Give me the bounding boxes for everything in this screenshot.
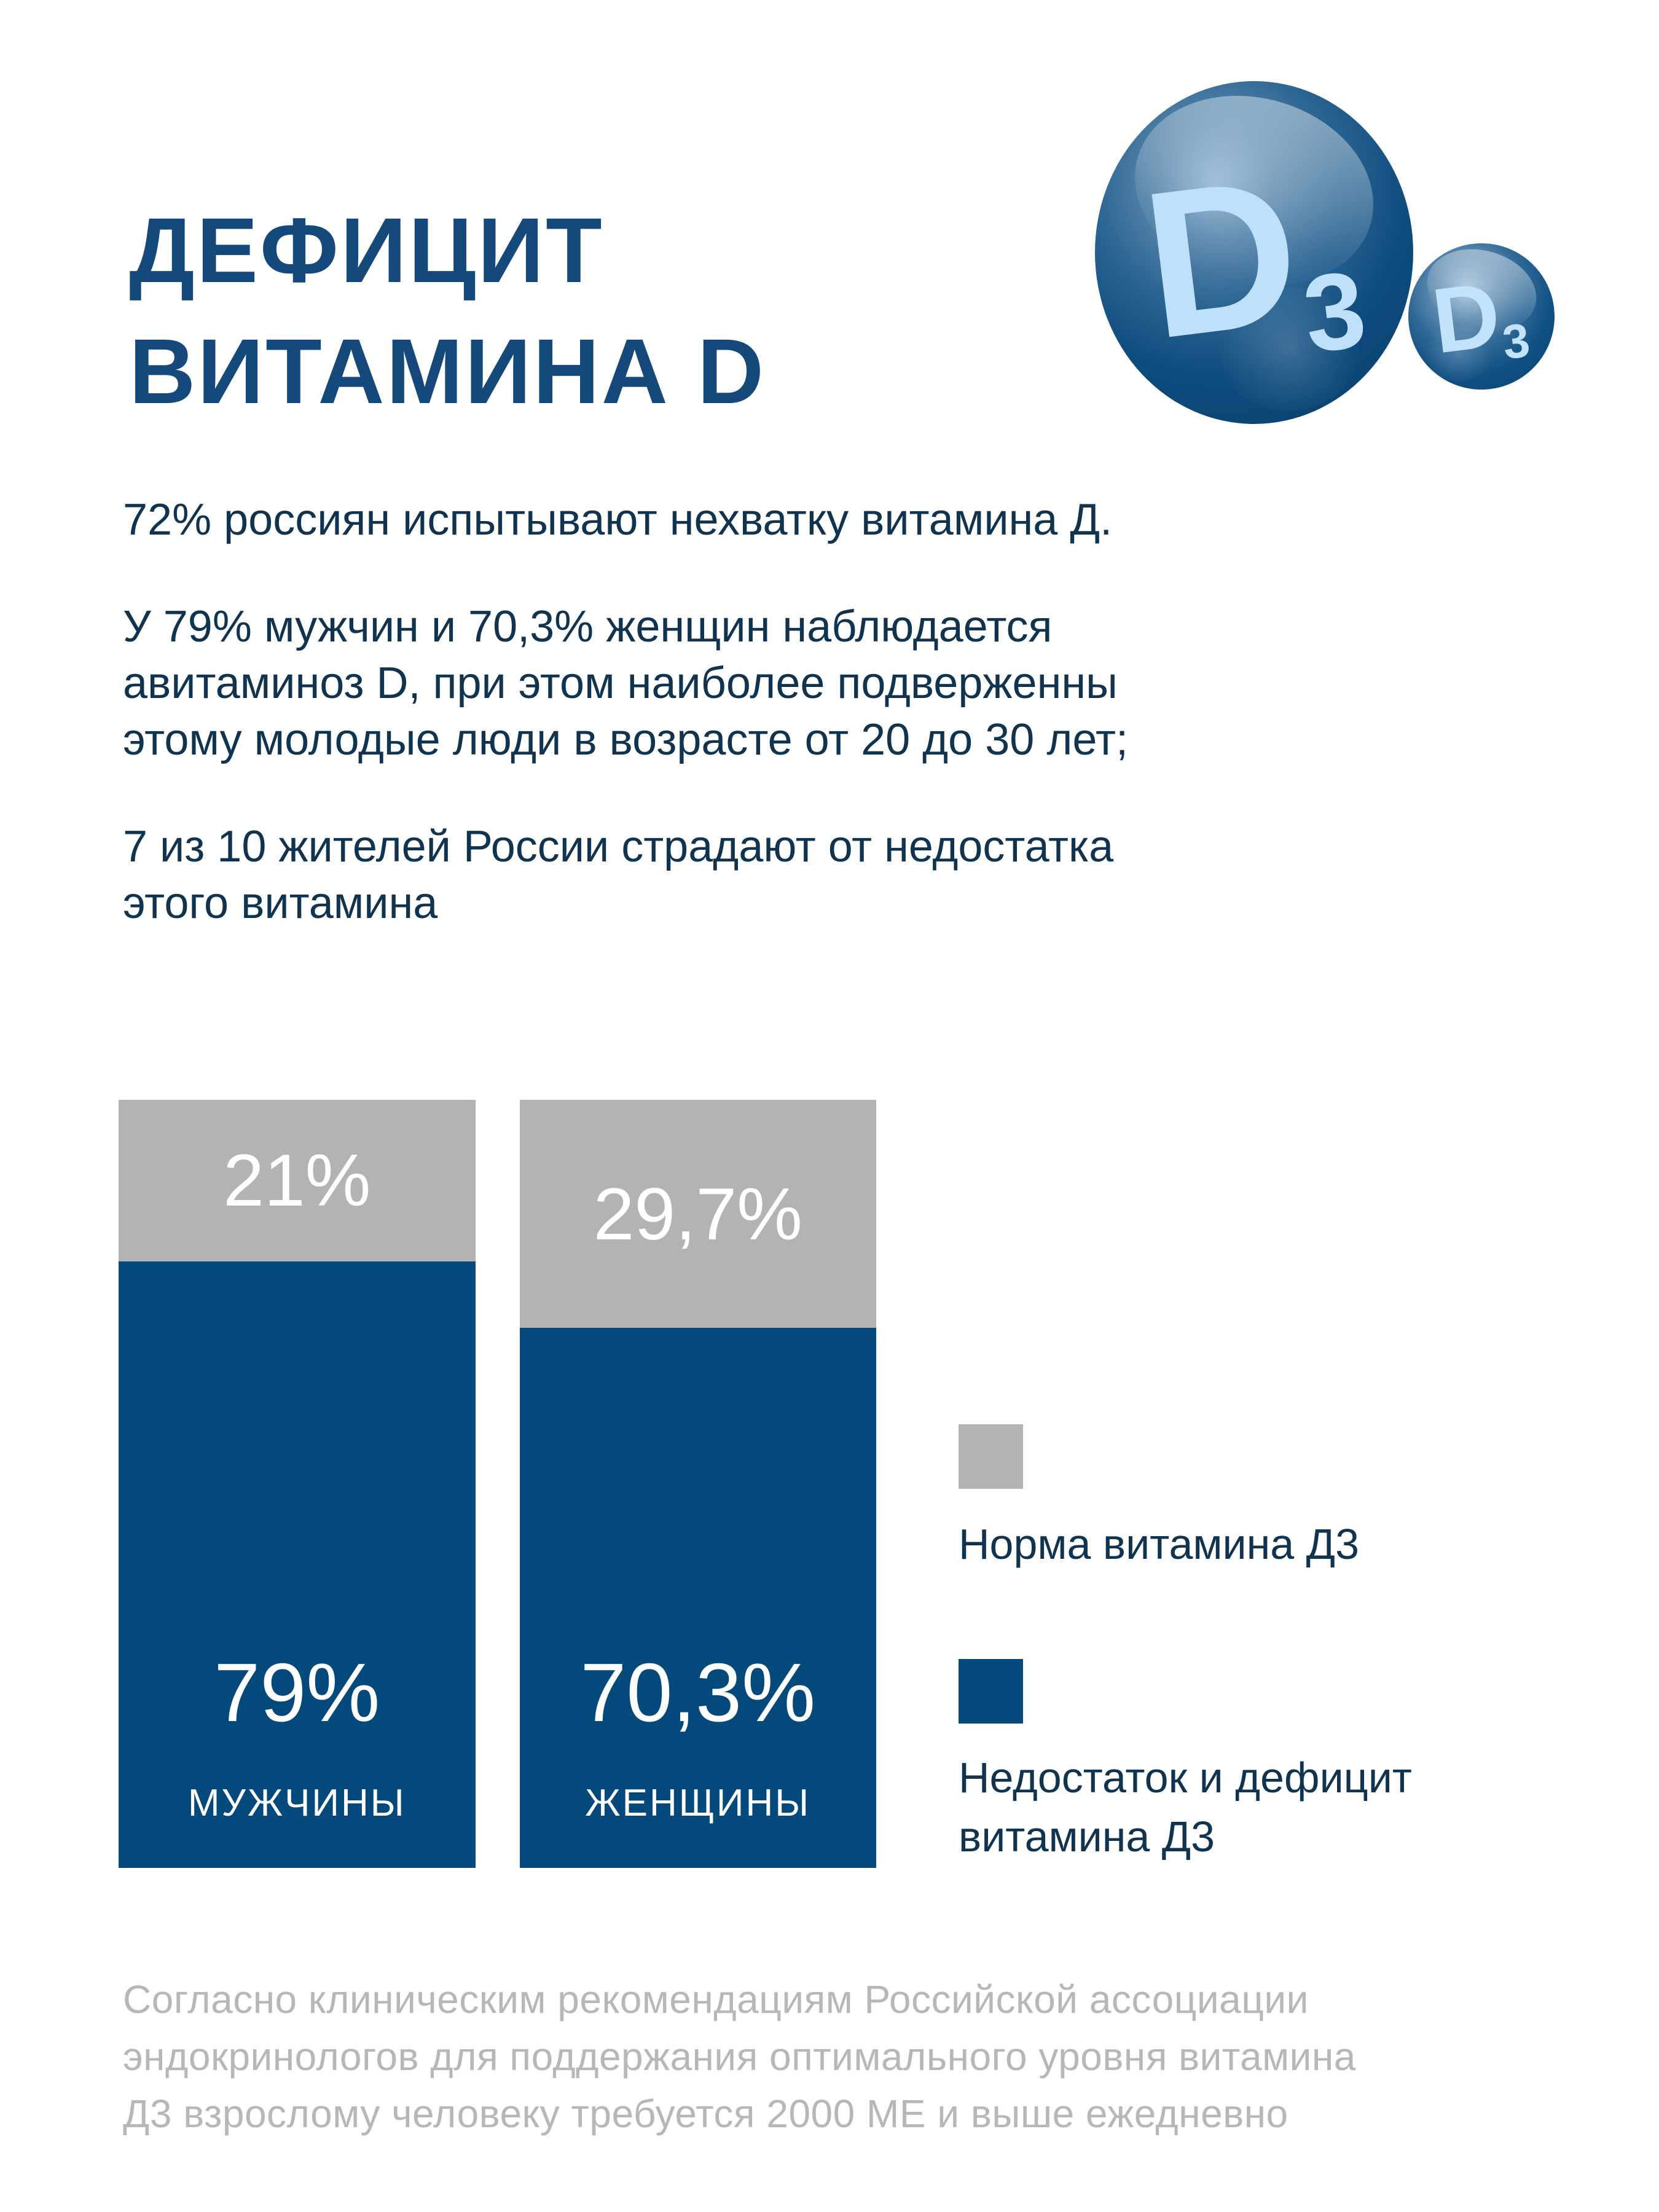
- bar-women: 29,7% 70,3% ЖЕНЩИНЫ: [519, 1100, 876, 1868]
- intro-paragraphs: 72% россиян испытывают нехватку витамина…: [123, 492, 1536, 982]
- legend-label-deficit: Недостаток и дефицит витамина Д3: [959, 1754, 1412, 1861]
- title-line-1: ДЕФИЦИТ: [129, 198, 604, 302]
- bar-men-category-label: МУЖЧИНЫ: [187, 1782, 406, 1824]
- page-title: ДЕФИЦИТ ВИТАМИНА D: [129, 190, 766, 432]
- sphere-d3-letter: D3: [1132, 133, 1372, 383]
- legend-label-norm: Норма витамина Д3: [959, 1520, 1360, 1568]
- paragraph-3: 7 из 10 жителей России страдают от недос…: [123, 822, 1114, 928]
- source-note: Согласно клиническим рекомендациям Росси…: [123, 1977, 1356, 2136]
- bar-women-deficit-segment: 70,3% ЖЕНЩИНЫ: [519, 1328, 876, 1868]
- sphere-glow: [1215, 286, 1363, 410]
- vitamin-d3-sphere-large-icon: D3: [1095, 81, 1413, 424]
- bar-men-norm-segment: 21%: [119, 1100, 476, 1261]
- stacked-bar-chart: 21% 79% МУЖЧИНЫ 29,7% 70,3% ЖЕНЩИНЫ: [119, 1100, 876, 1868]
- legend-swatch-deficit: [959, 1659, 1023, 1724]
- bar-women-norm-value: 29,7%: [593, 1172, 802, 1255]
- sphere-glow: [1422, 325, 1494, 381]
- paragraph-2: У 79% мужчин и 70,3% женщин наблюдается …: [123, 602, 1128, 764]
- vitamin-d3-sphere-small-icon: D3: [1408, 243, 1555, 390]
- paragraph-1: 72% россиян испытывают нехватку витамина…: [123, 495, 1113, 544]
- bar-women-norm-segment: 29,7%: [519, 1100, 876, 1328]
- bar-women-deficit-value: 70,3%: [580, 1646, 816, 1739]
- sphere-d3-letter: D3: [1427, 262, 1533, 373]
- bar-women-category-label: ЖЕНЩИНЫ: [585, 1782, 811, 1824]
- legend-swatch-norm: [959, 1424, 1023, 1489]
- title-line-2: ВИТАМИНА D: [129, 319, 766, 423]
- bar-men-deficit-value: 79%: [214, 1646, 380, 1739]
- bar-men: 21% 79% МУЖЧИНЫ: [119, 1100, 476, 1868]
- bar-men-norm-value: 21%: [223, 1139, 371, 1222]
- bar-men-deficit-segment: 79% МУЖЧИНЫ: [119, 1261, 476, 1868]
